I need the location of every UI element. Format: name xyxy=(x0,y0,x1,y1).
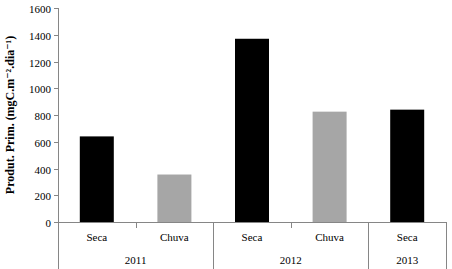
bar xyxy=(390,110,424,222)
group-divider xyxy=(213,222,214,269)
bar xyxy=(80,136,114,222)
x-tick-label: Chuva xyxy=(315,231,344,243)
category-divider xyxy=(291,222,292,228)
y-tick-label: 800 xyxy=(35,110,52,122)
x-axis-line xyxy=(58,222,446,223)
y-tick xyxy=(54,115,59,116)
group-divider xyxy=(58,222,59,269)
y-tick xyxy=(54,8,59,9)
group-label: 2013 xyxy=(396,254,419,266)
y-axis-label: Produt. Prim. (mgC.m⁻².dia⁻¹) xyxy=(3,36,17,194)
y-tick-label: 1600 xyxy=(29,3,52,15)
bar xyxy=(235,39,269,222)
y-tick-label: 0 xyxy=(46,217,52,229)
bar xyxy=(157,175,191,222)
y-tick xyxy=(54,62,59,63)
x-tick-label: Seca xyxy=(242,231,263,243)
y-tick xyxy=(54,35,59,36)
bars xyxy=(80,39,424,222)
y-tick-label: 1400 xyxy=(29,30,52,42)
x-tick-label: Chuva xyxy=(160,231,189,243)
y-tick xyxy=(54,169,59,170)
y-tick-label: 600 xyxy=(35,137,52,149)
y-tick xyxy=(54,142,59,143)
y-tick-label: 1200 xyxy=(29,57,52,69)
x-tick-label: Seca xyxy=(86,231,107,243)
group-label: 2012 xyxy=(280,254,302,266)
group-label: 2011 xyxy=(125,254,147,266)
chart-container: 0 200 400 600 800 1000 1200 1400 1600 Produt. Pri… xyxy=(0,0,452,269)
y-tick xyxy=(54,222,59,223)
group-divider xyxy=(368,222,369,269)
chart-svg: 0 200 400 600 800 1000 1200 1400 1600 Produt. Pri… xyxy=(0,0,452,269)
x-tick-label: Seca xyxy=(397,231,418,243)
y-tick-label: 1000 xyxy=(29,83,52,95)
y-tick-label: 400 xyxy=(35,164,52,176)
bar xyxy=(313,112,347,222)
y-tick xyxy=(54,88,59,89)
y-tick xyxy=(54,195,59,196)
category-divider xyxy=(136,222,137,228)
group-divider xyxy=(446,222,447,269)
y-tick-label: 200 xyxy=(35,190,52,202)
